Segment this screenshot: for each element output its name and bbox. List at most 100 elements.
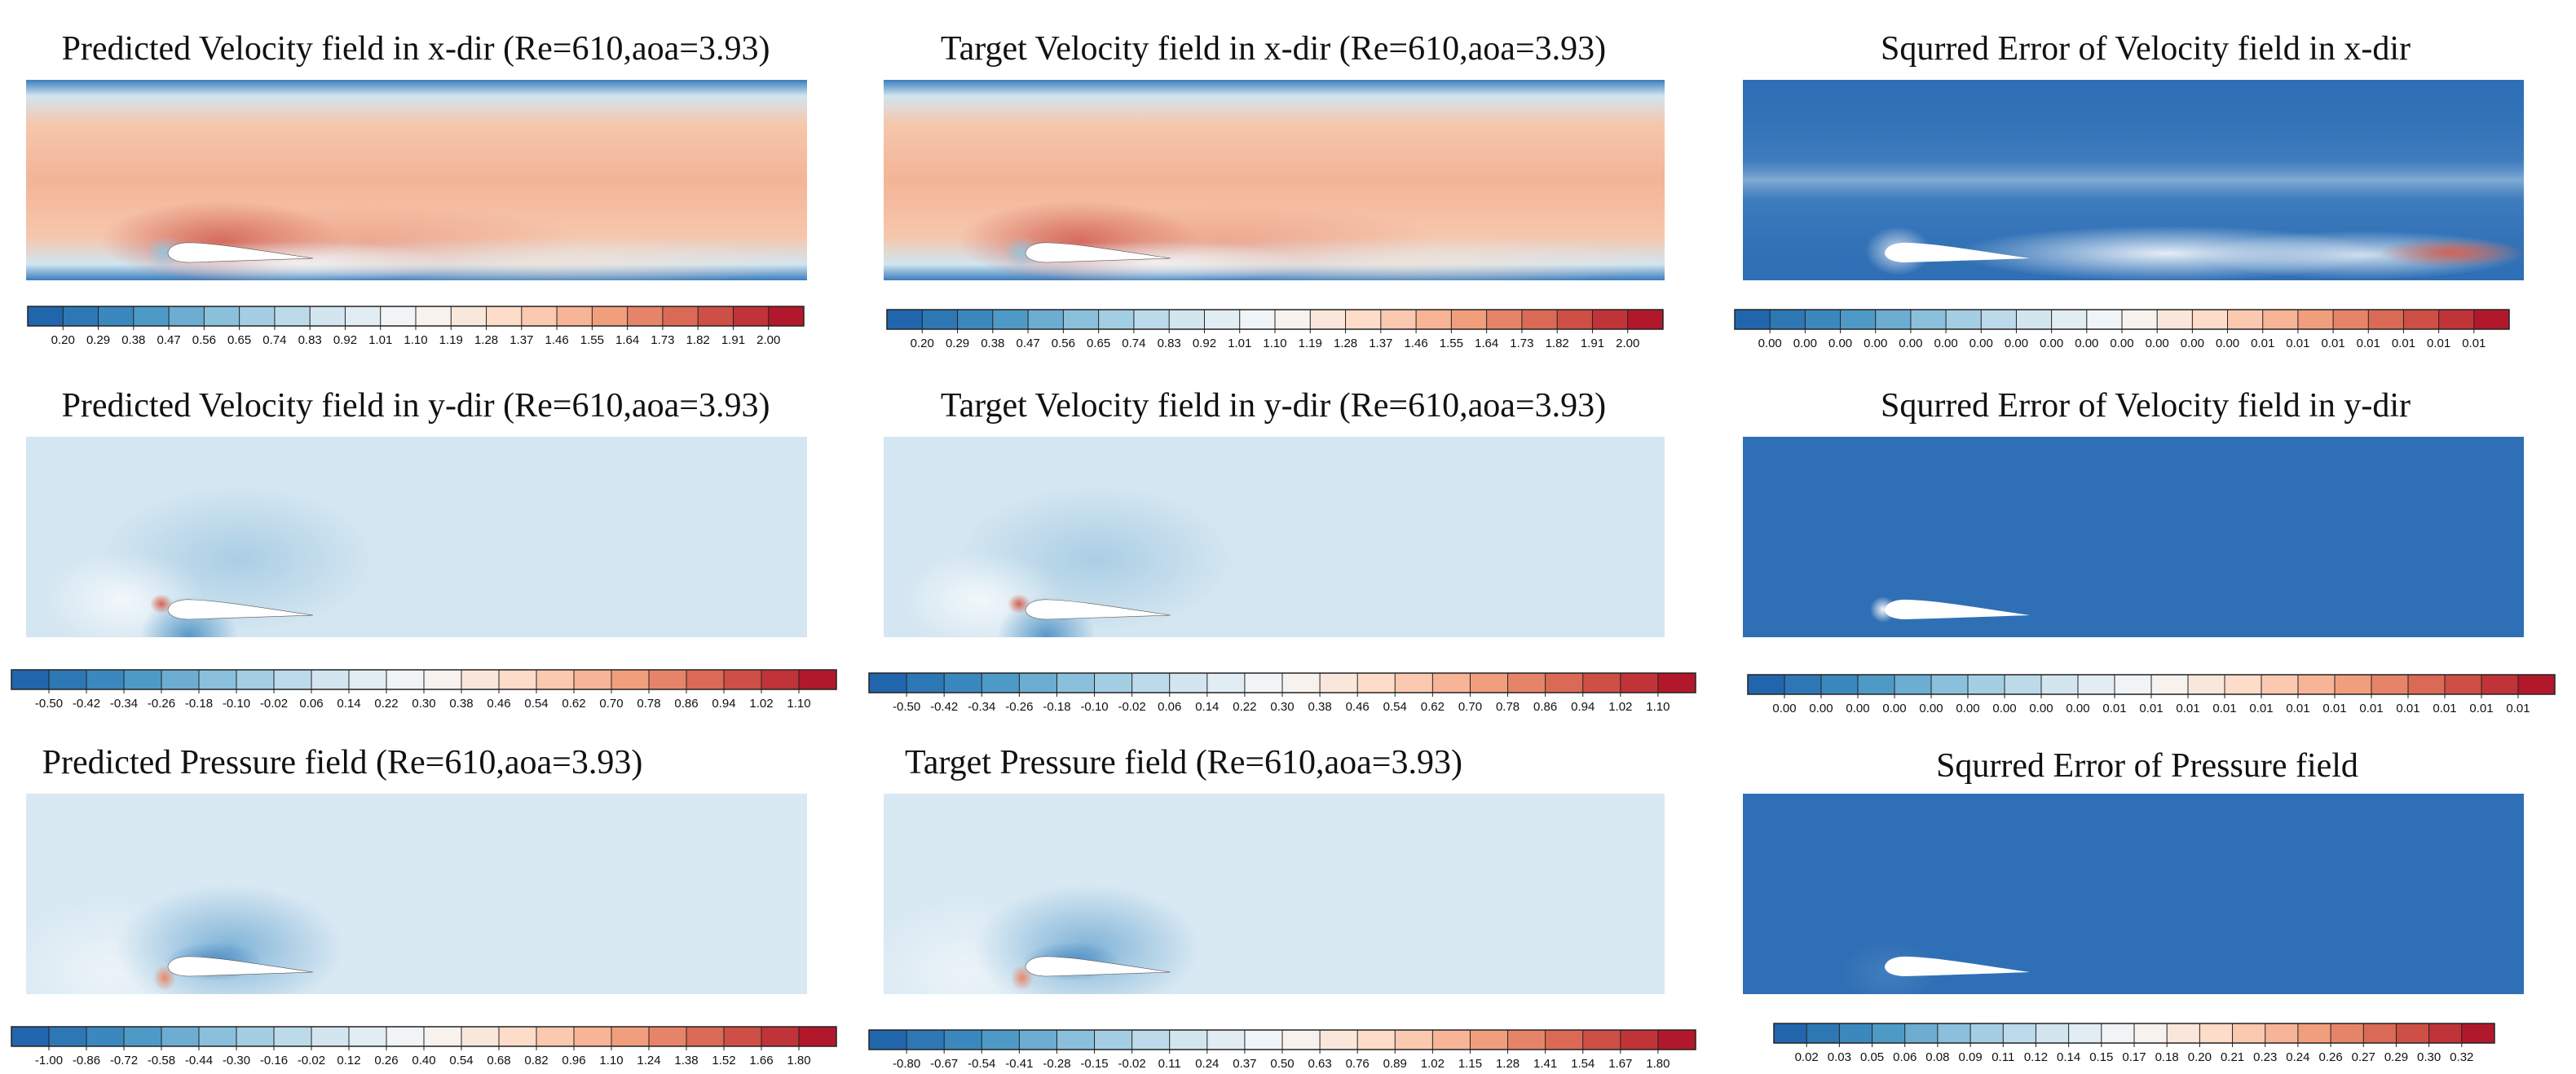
colorbar-segment bbox=[922, 310, 959, 329]
colorbar-tick-label: 0.62 bbox=[1421, 700, 1445, 714]
airfoil bbox=[1885, 956, 2030, 976]
colorbar-segment bbox=[133, 306, 170, 326]
colorbar-tick-label: 0.14 bbox=[337, 697, 360, 711]
colorbar-tick-label: 0.01 bbox=[2322, 702, 2346, 715]
colorbar-tick-label: -0.30 bbox=[223, 1054, 250, 1067]
field-plot bbox=[1743, 794, 2524, 994]
panel-p-predicted: Predicted Pressure field (Re=610,aoa=3.9… bbox=[0, 714, 848, 1073]
colorbar-segment bbox=[2157, 310, 2193, 329]
colorbar-tick-label: 0.63 bbox=[1308, 1057, 1331, 1071]
colorbar-tick-label: -0.26 bbox=[1005, 700, 1033, 714]
colorbar-tick-label: 1.02 bbox=[1608, 700, 1632, 714]
stagnation-point bbox=[1003, 236, 1042, 269]
colorbar-segment bbox=[124, 1027, 162, 1046]
colorbar-segment bbox=[1931, 675, 1969, 694]
airfoil bbox=[1025, 956, 1171, 977]
colorbar-segment bbox=[662, 306, 699, 326]
colorbar-tick-label: 0.01 bbox=[2359, 702, 2383, 715]
colorbar-segment bbox=[521, 306, 558, 326]
colorbar-segment bbox=[592, 306, 629, 326]
colorbar-tick-label: 0.00 bbox=[1809, 702, 1833, 715]
colorbar-tick-label: 1.64 bbox=[615, 333, 639, 347]
colorbar-tick-label: 0.01 bbox=[2357, 337, 2380, 350]
colorbar-tick-label: 1.10 bbox=[404, 333, 427, 347]
field-plot bbox=[1743, 437, 2524, 637]
colorbar-tick-label: 1.52 bbox=[712, 1054, 735, 1067]
colorbar-segment bbox=[416, 306, 452, 326]
colorbar-tick-label: 1.82 bbox=[686, 333, 710, 347]
colorbar-tick-label: 0.24 bbox=[1195, 1057, 1219, 1071]
colorbar-segment bbox=[345, 306, 382, 326]
colorbar-segment bbox=[1206, 1030, 1246, 1050]
colorbar-segment bbox=[1432, 673, 1471, 693]
colorbar-segment bbox=[1582, 1030, 1621, 1050]
colorbar-segment bbox=[1582, 673, 1621, 693]
colorbar-segment bbox=[724, 1027, 762, 1046]
colorbar-tick-label: 1.37 bbox=[1369, 337, 1392, 350]
colorbar-tick-label: 1.64 bbox=[1475, 337, 1498, 350]
colorbar-segment bbox=[799, 1027, 837, 1046]
colorbar-segment bbox=[1239, 310, 1276, 329]
colorbar-segment bbox=[799, 670, 837, 689]
colorbar-tick-label: 0.00 bbox=[1992, 702, 2016, 715]
colorbar-tick-label: 0.96 bbox=[562, 1054, 585, 1067]
chart-title: Squrred Error of Velocity field in y-dir bbox=[1880, 387, 2411, 425]
colorbar-tick-label: 0.00 bbox=[1864, 337, 1887, 350]
colorbar-segment bbox=[649, 670, 687, 689]
colorbar-tick-label: -0.50 bbox=[893, 700, 920, 714]
colorbar-segment bbox=[86, 1027, 125, 1046]
field-plot bbox=[26, 437, 807, 637]
wake-deficit bbox=[1145, 238, 1665, 280]
colorbar-segment bbox=[1946, 310, 1982, 329]
colorbar-tick-label: 0.65 bbox=[227, 333, 251, 347]
colorbar-segment bbox=[11, 1027, 50, 1046]
colorbar-segment bbox=[1470, 673, 1509, 693]
colorbar-segment bbox=[2481, 675, 2519, 694]
colorbar-segment bbox=[2101, 1023, 2135, 1043]
stagnation-point bbox=[1008, 594, 1030, 614]
chart-title: Squrred Error of Pressure field bbox=[1936, 747, 2358, 785]
colorbar-segment bbox=[1451, 310, 1488, 329]
colorbar-tick-label: 0.01 bbox=[2286, 702, 2309, 715]
colorbar-segment bbox=[424, 670, 462, 689]
colorbar-segment bbox=[724, 670, 762, 689]
colorbar-tick-label: 0.92 bbox=[1193, 337, 1216, 350]
colorbar-segment bbox=[1357, 1030, 1396, 1050]
stagnation-point bbox=[145, 236, 184, 269]
colorbar-segment bbox=[2051, 310, 2088, 329]
colorbar-segment bbox=[239, 306, 276, 326]
stagnation-point bbox=[150, 594, 173, 614]
colorbar-segment bbox=[1056, 1030, 1096, 1050]
colorbar-tick-label: -0.80 bbox=[893, 1057, 920, 1071]
colorbar-segment bbox=[1784, 675, 1822, 694]
airfoil bbox=[167, 956, 314, 977]
colorbar: -0.50 -0.42 -0.34 -0.26 -0.18 -0.10 -0.02 0.06 0… bbox=[11, 669, 837, 711]
colorbar-tick-label: -0.86 bbox=[73, 1054, 100, 1067]
colorbar-tick-label: 1.67 bbox=[1608, 1057, 1632, 1071]
colorbar-tick-label: 0.21 bbox=[2221, 1050, 2244, 1064]
colorbar-segment bbox=[1094, 1030, 1133, 1050]
colorbar-segment bbox=[611, 1027, 650, 1046]
colorbar-segment bbox=[98, 306, 135, 326]
colorbar-segment bbox=[869, 1030, 907, 1050]
colorbar-tick-label: 0.00 bbox=[2029, 702, 2053, 715]
colorbar-segment bbox=[1821, 675, 1859, 694]
colorbar-tick-label: 0.14 bbox=[2057, 1050, 2080, 1064]
colorbar-segment bbox=[1380, 310, 1417, 329]
colorbar-segment bbox=[2396, 1023, 2430, 1043]
colorbar-segment bbox=[1282, 1030, 1321, 1050]
field-plot bbox=[26, 80, 807, 280]
chart-title: Target Velocity field in y-dir (Re=610,a… bbox=[940, 387, 1607, 425]
colorbar-tick-label: 1.80 bbox=[787, 1054, 810, 1067]
colorbar-segment bbox=[380, 306, 417, 326]
colorbar-segment bbox=[2225, 675, 2262, 694]
panel-p-target: Target Pressure field (Re=610,aoa=3.93) … bbox=[858, 714, 1705, 1073]
colorbar-segment bbox=[1345, 310, 1382, 329]
colorbar-segment bbox=[2403, 310, 2440, 329]
colorbar-tick-label: 0.09 bbox=[1958, 1050, 1982, 1064]
colorbar-segment bbox=[349, 1027, 387, 1046]
colorbar-tick-label: 1.55 bbox=[580, 333, 604, 347]
colorbar-segment bbox=[1019, 673, 1057, 693]
chart-title: Target Pressure field (Re=610,aoa=3.93) bbox=[905, 744, 1462, 781]
colorbar-tick-label: 0.30 bbox=[412, 697, 435, 711]
